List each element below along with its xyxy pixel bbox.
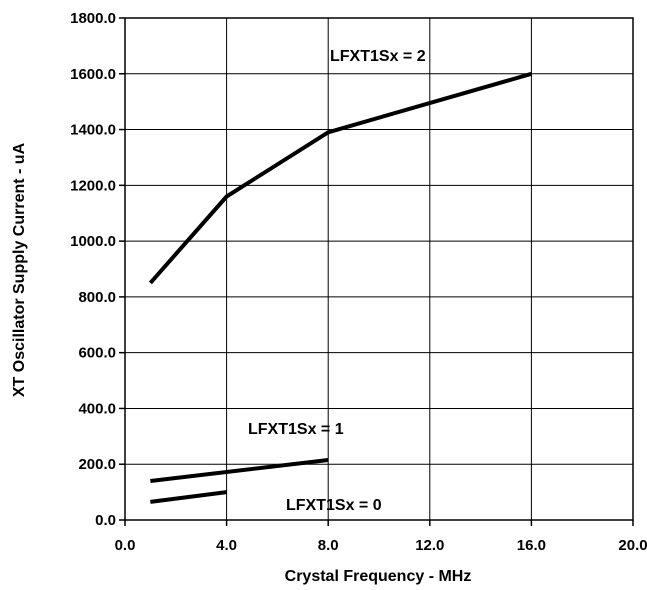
series-label-1: LFXT1Sx = 1	[248, 421, 344, 438]
y-tick-label: 200.0	[78, 456, 116, 473]
x-tick-label: 20.0	[618, 537, 647, 554]
series-line-2	[148, 71, 532, 285]
grid	[125, 18, 633, 520]
x-axis-title: Crystal Frequency - MHz	[285, 568, 472, 585]
y-tick-label: 400.0	[78, 400, 116, 417]
y-axis-title: XT Oscillator Supply Current - uA	[11, 142, 28, 397]
x-tick-label: 16.0	[517, 537, 546, 554]
y-tick-label: 600.0	[78, 345, 116, 362]
x-tick-label: 4.0	[216, 537, 237, 554]
plot-frame	[124, 17, 634, 521]
y-tick-label: 1000.0	[70, 233, 116, 250]
series-lines	[148, 71, 532, 504]
series-label-0: LFXT1Sx = 0	[286, 497, 382, 514]
y-axis-ticks: 0.0 200.0 400.0 600.0 800.0 1000.0 1200.0 1400.…	[70, 10, 125, 529]
x-tick-label: 0.0	[115, 537, 136, 554]
series-line-0	[150, 490, 227, 504]
x-tick-label: 8.0	[318, 537, 339, 554]
x-tick-label: 12.0	[415, 537, 444, 554]
y-tick-label: 1400.0	[70, 122, 116, 139]
y-tick-label: 1800.0	[70, 10, 116, 27]
series-line-1	[150, 458, 329, 483]
y-tick-label: 0.0	[95, 512, 116, 529]
y-tick-label: 800.0	[78, 289, 116, 306]
y-tick-label: 1600.0	[70, 66, 116, 83]
x-axis-ticks: 0.0 4.0 8.0 12.0 16.0 20.0	[115, 520, 647, 554]
y-tick-label: 1200.0	[70, 177, 116, 194]
series-label-2: LFXT1Sx = 2	[330, 48, 426, 65]
